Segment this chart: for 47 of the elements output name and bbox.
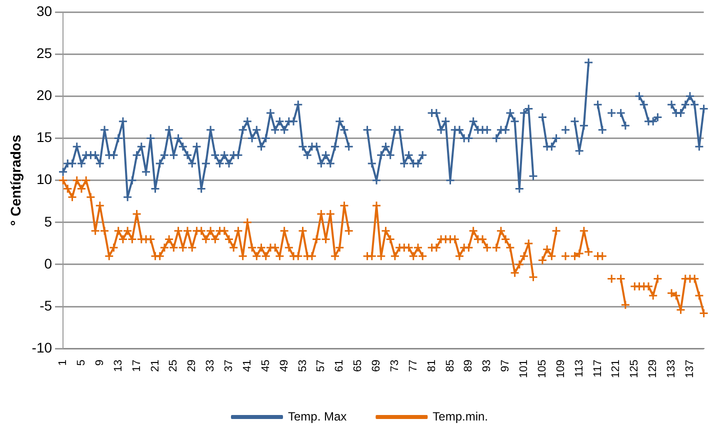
x-tick-label: 117 <box>592 360 604 378</box>
x-tick-label: 45 <box>260 360 272 372</box>
x-tick-label: 113 <box>573 360 586 378</box>
y-tick-label: -5 <box>40 297 52 314</box>
y-tick-label: 20 <box>36 87 52 104</box>
x-tick-label: 37 <box>223 360 236 372</box>
x-tick-label: 9 <box>94 360 106 366</box>
y-tick-label: 30 <box>36 2 52 19</box>
x-tick-label: 65 <box>352 360 364 372</box>
x-tick-label: 21 <box>149 360 162 372</box>
x-tick-label: 53 <box>296 360 309 372</box>
x-tick-label: 89 <box>462 360 475 372</box>
y-tick-label: 0 <box>44 255 52 272</box>
x-tick-label: 137 <box>684 360 696 378</box>
x-tick-label: 61 <box>334 360 346 372</box>
x-tick-label: 125 <box>628 360 641 378</box>
x-tick-label: 105 <box>536 360 548 378</box>
y-tick-label: 5 <box>44 213 52 230</box>
x-tick-label: 29 <box>186 360 198 372</box>
x-tick-label: 93 <box>481 360 494 372</box>
y-tick-label: 15 <box>36 129 52 146</box>
x-tick-label: 13 <box>112 360 124 372</box>
x-tick-label: 5 <box>76 360 88 366</box>
x-tick-label: 129 <box>647 360 660 378</box>
x-tick-label: 49 <box>278 360 290 372</box>
x-tick-label: 101 <box>518 360 530 378</box>
legend-label: Temp.min. <box>432 409 488 424</box>
x-tick-label: 41 <box>241 360 254 372</box>
x-tick-label: 85 <box>444 360 456 372</box>
x-tick-label: 33 <box>204 360 217 372</box>
y-tick-label: 10 <box>36 171 52 188</box>
x-tick-label: 73 <box>388 360 401 372</box>
y-axis-title: ° Centígrados <box>7 134 24 226</box>
x-tick-label: 81 <box>426 360 438 372</box>
x-tick-label: 121 <box>610 360 622 378</box>
x-tick-label: 1 <box>57 360 70 366</box>
x-tick-label: 69 <box>370 360 383 372</box>
y-tick-label: -10 <box>32 340 52 356</box>
x-tick-label: 77 <box>407 360 420 372</box>
x-tick-label: 17 <box>130 360 143 372</box>
x-tick-label: 97 <box>500 360 512 372</box>
x-tick-label: 57 <box>315 360 328 372</box>
x-tick-label: 25 <box>168 360 180 372</box>
x-tick-label: 109 <box>554 360 567 378</box>
y-tick-label: 25 <box>36 44 52 61</box>
x-tick-label: 133 <box>666 360 678 378</box>
legend-label: Temp. Max <box>288 409 347 424</box>
